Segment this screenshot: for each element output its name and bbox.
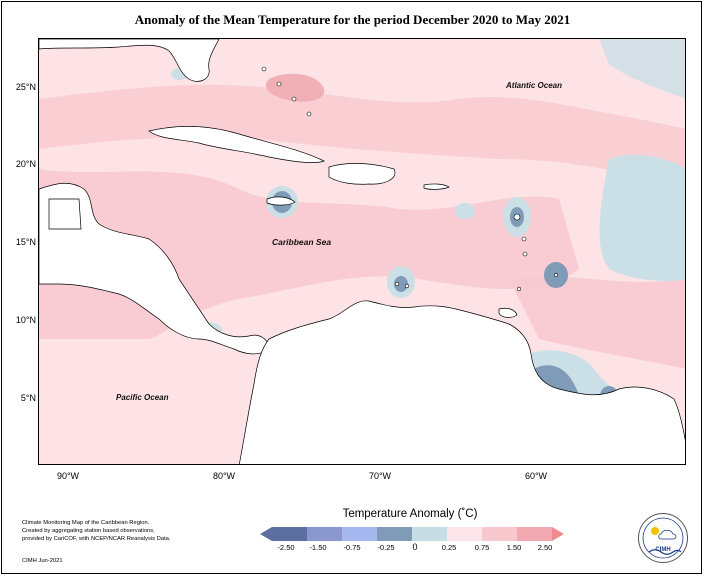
land-yucatan bbox=[48, 198, 82, 230]
map-canvas bbox=[39, 39, 685, 464]
lat-label-5n: 5°N bbox=[20, 393, 36, 403]
lon-label-60w: 60°W bbox=[524, 471, 548, 481]
credit-line-1: Climate Monitoring Map of the Caribbean … bbox=[22, 520, 150, 526]
lon-label-90w: 90°W bbox=[56, 471, 80, 481]
island-bahamas-3 bbox=[306, 111, 312, 117]
legend-swatch-1 bbox=[272, 527, 307, 541]
legend-tick-6: 0.25 bbox=[441, 543, 457, 552]
anomaly-dark-aruba bbox=[394, 276, 408, 292]
credit-line-3: provided by CariCOF, with NCEP/NCAR Rean… bbox=[22, 536, 171, 542]
legend-swatch-5 bbox=[412, 527, 447, 541]
legend-arrow-right bbox=[552, 527, 564, 541]
land-puerto-rico bbox=[423, 183, 450, 190]
island-barbados bbox=[554, 273, 558, 277]
anomaly-rose-bahamas bbox=[265, 73, 325, 102]
anomaly-blue-virgin bbox=[455, 203, 475, 219]
legend-swatch-8 bbox=[517, 527, 552, 541]
land-south-america bbox=[239, 300, 685, 464]
land-hispaniola bbox=[328, 163, 396, 185]
credit-date: CIMH Jun-2021 bbox=[22, 558, 63, 564]
island-curacao bbox=[404, 283, 410, 289]
credit-text: Climate Monitoring Map of the Caribbean … bbox=[22, 519, 222, 543]
island-guadeloupe bbox=[513, 213, 521, 221]
anomaly-pink-atlantic-east bbox=[509, 276, 685, 369]
island-bahamas-2 bbox=[291, 96, 297, 102]
island-st-lucia bbox=[522, 251, 528, 257]
legend-swatch-4 bbox=[377, 527, 412, 541]
lat-label-25n: 25°N bbox=[15, 82, 36, 92]
land-central-america bbox=[39, 182, 270, 355]
map-title: Anomaly of the Mean Temperature for the … bbox=[134, 12, 571, 27]
lat-label-15n: 15°N bbox=[15, 237, 36, 247]
legend-arrow-left bbox=[260, 527, 272, 541]
legend-swatch-6 bbox=[447, 527, 482, 541]
label-caribbean-sea: Caribbean Sea bbox=[272, 237, 332, 247]
legend-title: Temperature Anomaly (˚C) bbox=[342, 508, 478, 520]
map-panel[interactable] bbox=[38, 38, 686, 465]
legend-swatch-2 bbox=[307, 527, 342, 541]
land-trinidad bbox=[498, 307, 518, 318]
anomaly-blue-atlantic bbox=[599, 154, 685, 281]
legend-tick-8: 1.50 bbox=[506, 543, 522, 552]
label-atlantic-ocean: Atlantic Ocean bbox=[506, 81, 563, 90]
land-usa-florida bbox=[39, 39, 220, 82]
lon-label-70w: 70°W bbox=[368, 471, 392, 481]
legend-tick-7: 0.75 bbox=[474, 543, 490, 552]
legend-swatch-7 bbox=[482, 527, 517, 541]
legend-tick-4: -0.25 bbox=[377, 543, 395, 552]
island-bahamas-4 bbox=[261, 66, 267, 72]
island-martinique bbox=[521, 236, 527, 242]
cimh-logo-text: CIMH bbox=[655, 547, 671, 553]
legend-tick-9: 2.50 bbox=[537, 543, 553, 552]
island-aruba bbox=[394, 281, 400, 287]
anomaly-pink-north bbox=[39, 84, 685, 189]
legend-tick-2: -1.50 bbox=[309, 543, 327, 552]
cimh-logo-icon bbox=[642, 517, 684, 559]
anomaly-blue-ne-corner bbox=[599, 39, 685, 99]
cimh-logo: CIMH bbox=[638, 513, 688, 563]
lon-label-80w: 80°W bbox=[212, 471, 236, 481]
lat-label-10n: 10°N bbox=[15, 315, 36, 325]
land-jamaica bbox=[266, 196, 296, 206]
legend-tick-3: -0.75 bbox=[343, 543, 361, 552]
land-cuba bbox=[148, 126, 325, 163]
legend-tick-5: 0 bbox=[412, 542, 418, 552]
legend-swatch-3 bbox=[342, 527, 377, 541]
credit-line-2: Created by aggregating station based obs… bbox=[22, 528, 155, 534]
island-bahamas-1 bbox=[276, 81, 282, 87]
island-grenada bbox=[516, 286, 522, 292]
lat-label-20n: 20°N bbox=[15, 159, 36, 169]
legend-tick-1: -2.50 bbox=[277, 543, 295, 552]
label-pacific-ocean: Pacific Ocean bbox=[116, 393, 169, 402]
legend-colorbar bbox=[260, 527, 564, 541]
